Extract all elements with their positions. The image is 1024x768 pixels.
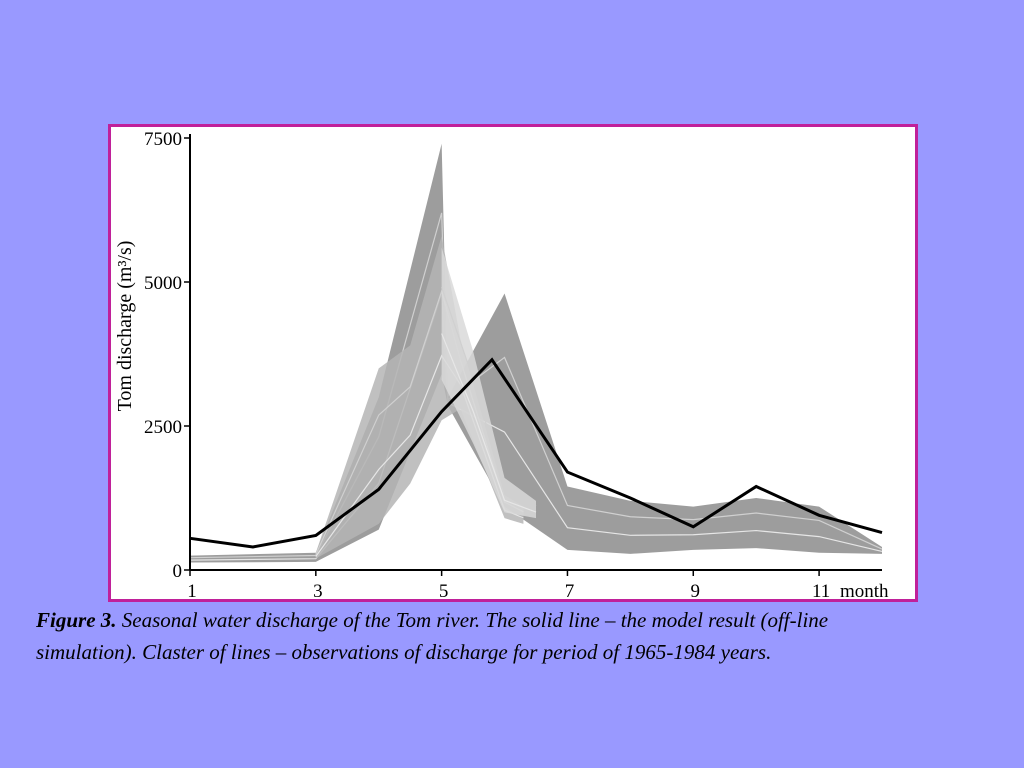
x-tick-label: 1 [187,581,197,599]
y-tick-label: 0 [173,561,183,582]
observation-line [441,286,537,507]
y-tick-label: 2500 [144,417,182,438]
tick-labels: 0 2500 5000 7500 1 3 5 7 9 11 [144,129,830,599]
x-tick-label: 3 [313,581,323,599]
x-axis-label: month [840,581,889,599]
y-tick-label: 5000 [144,273,182,294]
x-tick-label: 9 [691,581,701,599]
y-axis-label: Tom discharge (m³/s) [114,241,136,412]
figure-frame: 0 2500 5000 7500 1 3 5 7 9 11 month Tom discharge… [108,124,918,602]
observation-band-3 [441,247,536,519]
caption-text: Seasonal water discharge of the Tom rive… [36,608,829,664]
discharge-chart: 0 2500 5000 7500 1 3 5 7 9 11 month Tom discharge… [114,129,889,599]
model-line [189,357,883,549]
observation-band-1 [190,143,882,563]
x-tick-label: 11 [812,581,830,599]
model-line-group [189,357,883,549]
x-tick-label: 7 [565,581,575,599]
figure-caption: Figure 3. Seasonal water discharge of th… [36,604,926,668]
observation-line [441,333,537,513]
observation-band-2 [315,235,524,559]
observation-bands [189,143,883,563]
x-tick-label: 5 [439,581,449,599]
caption-lead: Figure 3. [36,608,117,632]
y-tick-label: 7500 [144,129,182,150]
axes [184,134,882,576]
